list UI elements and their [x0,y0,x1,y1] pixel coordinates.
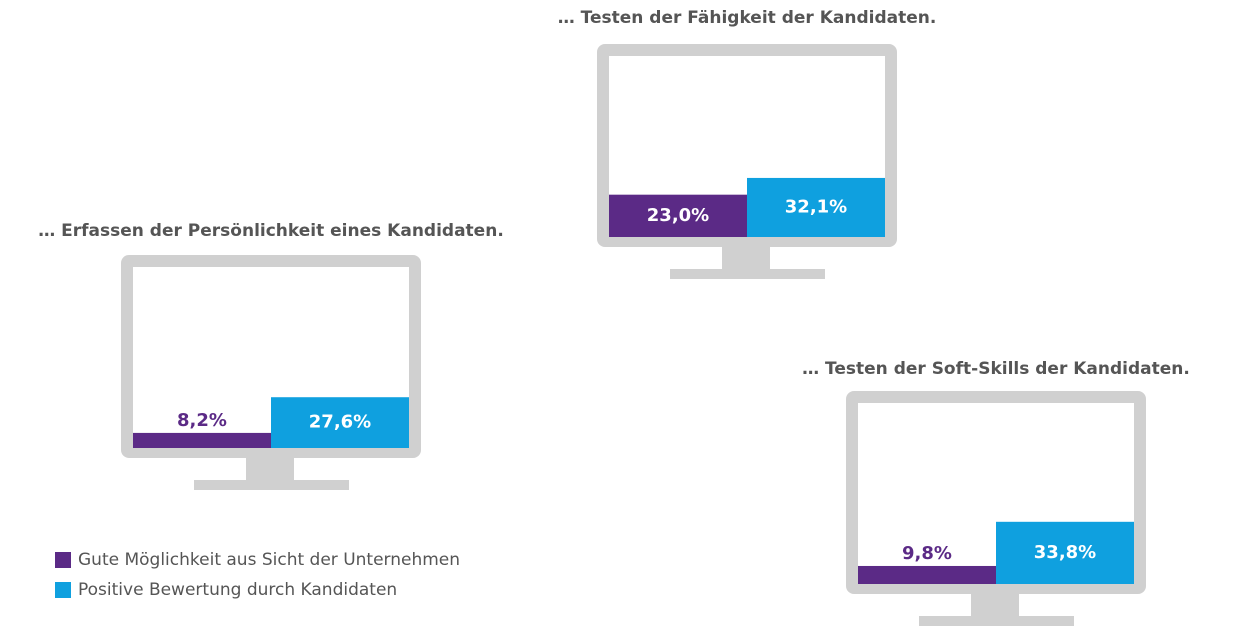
value-label: 9,8% [902,543,952,564]
bar [996,521,1134,584]
value-label: 8,2% [177,410,227,431]
value-label: 33,8% [1034,542,1096,563]
bar [609,194,747,237]
monitor-neck [246,458,294,480]
chart-title: … Testen der Fähigkeit der Kandidaten. [558,8,937,28]
monitor-neck [722,247,770,269]
chart-title: … Testen der Soft-Skills der Kandidaten. [802,359,1190,379]
bar [133,432,271,448]
legend-swatch [55,552,71,568]
monitor-base [919,616,1074,626]
value-label: 32,1% [785,196,847,217]
bar [858,565,996,584]
legend-swatch [55,582,71,598]
bar [271,397,409,448]
legend-label: Positive Bewertung durch Kandidaten [78,580,397,600]
bar [747,177,885,237]
monitor-base [670,269,825,279]
monitor-neck [971,594,1019,616]
value-label: 23,0% [647,205,709,226]
value-label: 27,6% [309,412,371,433]
monitor-base [194,480,349,490]
chart-title: … Erfassen der Persönlichkeit eines Kand… [38,221,504,241]
legend-label: Gute Möglichkeit aus Sicht der Unternehm… [78,550,460,570]
